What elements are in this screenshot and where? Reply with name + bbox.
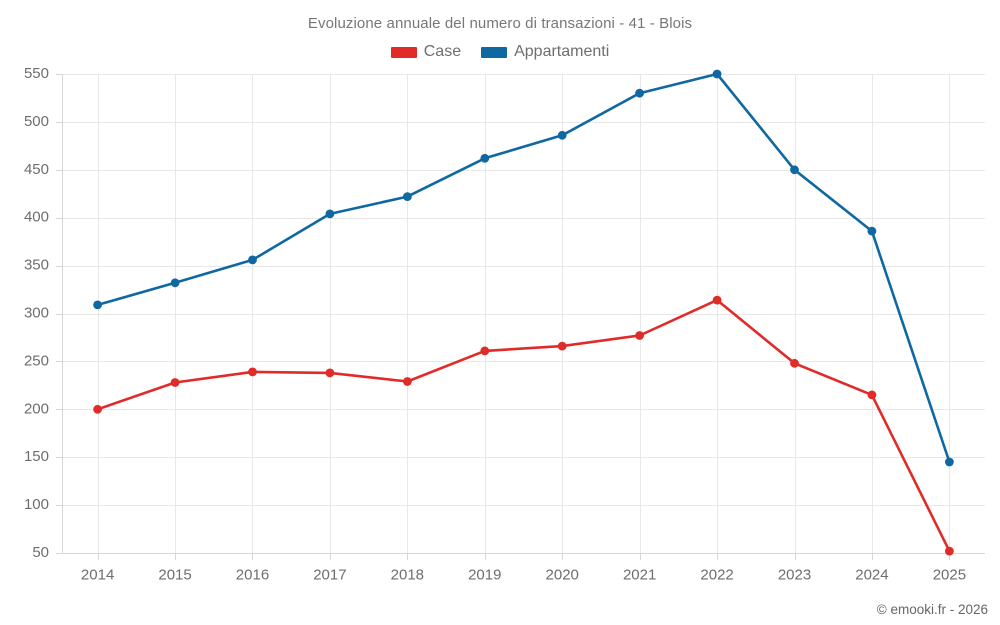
data-point[interactable] [867, 226, 877, 236]
data-point[interactable] [635, 88, 644, 98]
legend-item-appartamenti[interactable]: Appartamenti [481, 43, 609, 61]
data-point[interactable] [403, 377, 412, 386]
y-axis-tick-label: 300 [24, 304, 49, 321]
y-axis-tick-label: 200 [24, 400, 49, 417]
data-point[interactable] [325, 368, 335, 378]
data-point[interactable] [635, 331, 644, 340]
x-axis-tick-label: 2017 [313, 566, 346, 583]
data-point[interactable] [325, 209, 335, 219]
y-axis-tick-label: 350 [24, 257, 49, 274]
y-axis-labels-group: 50 100 150 200 250 300 350 400 450 500 550 [24, 65, 49, 561]
data-point[interactable] [248, 255, 257, 265]
legend-label-appartamenti: Appartamenti [514, 43, 610, 60]
y-axis-tick-label: 150 [24, 448, 49, 465]
data-point[interactable] [93, 404, 102, 414]
data-point[interactable] [480, 153, 490, 163]
x-axis-tick-label: 2024 [855, 566, 888, 583]
data-point[interactable] [93, 300, 102, 310]
series-line-appartamenti [96, 72, 951, 464]
y-axis-tick-label: 550 [24, 65, 49, 82]
data-series-group [93, 69, 954, 556]
x-axis-tick-label: 2018 [391, 566, 424, 583]
data-point[interactable] [712, 69, 722, 79]
x-axis-tick-label: 2020 [546, 566, 579, 583]
y-axis-tick-label: 400 [24, 209, 49, 226]
data-point[interactable] [480, 346, 490, 356]
x-axis-tick-label: 2014 [81, 566, 114, 583]
data-point[interactable] [790, 358, 799, 368]
data-point[interactable] [557, 341, 567, 351]
x-axis-tick-label: 2025 [933, 566, 966, 583]
legend-swatch-appartamenti [481, 46, 508, 58]
y-axis-tick-label: 50 [32, 544, 49, 561]
x-axis-tick-label: 2019 [468, 566, 501, 583]
x-axis-tick-label: 2022 [700, 566, 733, 583]
y-axis-tick-label: 100 [24, 496, 49, 513]
x-axis-tick-label: 2021 [623, 566, 656, 583]
gridlines-group [62, 74, 985, 553]
data-point[interactable] [557, 130, 567, 140]
x-axis-tick-label: 2016 [236, 566, 269, 583]
data-point[interactable] [790, 165, 799, 175]
data-point[interactable] [712, 295, 722, 305]
data-point[interactable] [403, 192, 412, 202]
series-line-case [96, 298, 951, 553]
copyright-credit: © emooki.fr - 2026 [876, 602, 988, 617]
legend-swatch-case [390, 46, 417, 58]
x-axis-tick-label: 2023 [778, 566, 811, 583]
data-point[interactable] [945, 546, 954, 556]
legend-item-case[interactable]: Case [390, 43, 462, 61]
chart-title: Evoluzione annuale del numero di transaz… [307, 15, 693, 32]
data-point[interactable] [170, 278, 180, 288]
legend-label-case: Case [423, 43, 462, 60]
data-point[interactable] [170, 378, 180, 387]
data-point[interactable] [248, 367, 257, 377]
x-axis-tick-label: 2015 [158, 566, 191, 583]
data-point[interactable] [867, 390, 877, 400]
data-point[interactable] [945, 457, 954, 467]
x-axis-labels-group: 2014 2015 2016 2017 2018 2019 2020 2021 2022 2023… [81, 566, 966, 583]
chart-legend: Case Appartamenti [0, 43, 1000, 61]
y-axis-tick-label: 250 [24, 352, 49, 369]
y-axis-tick-label: 500 [24, 113, 49, 130]
axis-group [56, 74, 985, 560]
y-axis-tick-label: 450 [24, 161, 49, 178]
